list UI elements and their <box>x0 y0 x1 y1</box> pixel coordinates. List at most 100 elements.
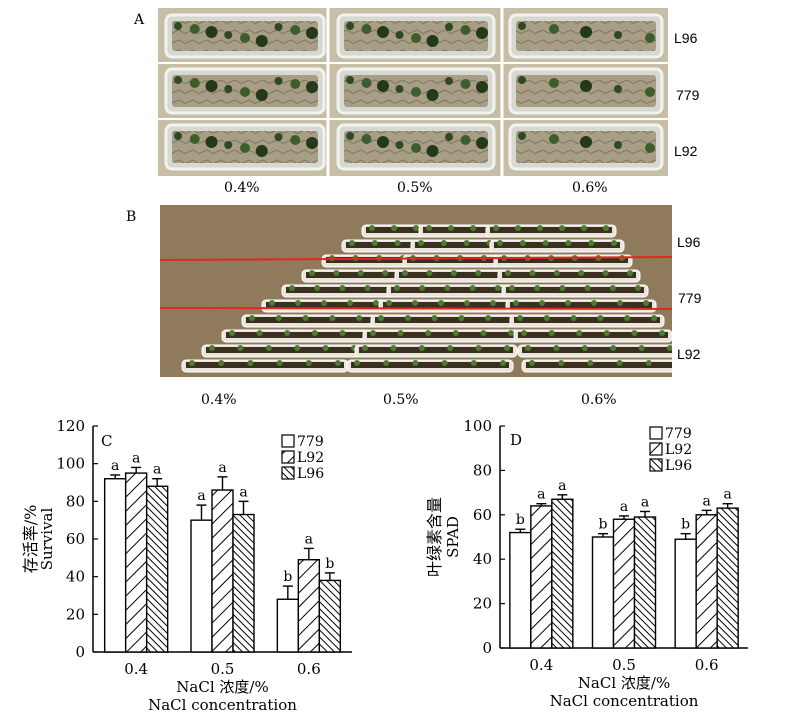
field-seedling <box>247 360 254 366</box>
field-seedling <box>617 300 623 306</box>
seedling <box>426 35 439 47</box>
seedling <box>306 137 318 149</box>
bar <box>509 531 532 649</box>
field-seedling <box>475 345 482 351</box>
panel-b-divider-line-2 <box>160 307 672 310</box>
bar <box>633 516 657 649</box>
significance-letter: a <box>218 460 226 476</box>
field-tray-soil <box>518 332 668 338</box>
field-seedling <box>249 315 255 321</box>
panel-a-photo <box>158 8 668 176</box>
field-seedling <box>391 225 397 231</box>
panel-b-conc-3: 0.6% <box>581 392 617 408</box>
field-tray-soil <box>246 317 392 323</box>
y-axis-label-en: Survival <box>38 508 56 571</box>
field-seedling <box>651 315 657 321</box>
field-tray-soil <box>346 242 472 248</box>
panel-a-conc-3: 0.6% <box>572 180 608 196</box>
field-tray-soil <box>506 287 644 293</box>
field-seedling <box>356 315 363 321</box>
panel-a-conc-1: 0.4% <box>224 180 260 196</box>
field-tray-soil <box>522 347 672 353</box>
legend-label: L92 <box>665 442 692 458</box>
seedling <box>255 89 268 101</box>
field-seedling <box>529 360 535 366</box>
field-seedling <box>480 330 487 336</box>
significance-letter: a <box>723 487 731 503</box>
field-seedling <box>559 285 566 291</box>
seedling <box>614 31 622 39</box>
field-seedling <box>565 240 572 246</box>
field-seedling <box>490 300 496 306</box>
field-seedling <box>525 345 531 351</box>
field-tray-soil <box>206 347 360 353</box>
seedling <box>460 135 471 145</box>
field-seedling <box>450 270 457 276</box>
seedling <box>240 87 250 97</box>
panel-a-photo-drawing <box>158 8 668 176</box>
bar <box>190 519 213 653</box>
field-seedling <box>335 360 341 366</box>
field-seedling <box>470 225 476 231</box>
y-tick-label: 60 <box>473 506 492 524</box>
field-seedling <box>314 285 321 291</box>
field-seedling <box>218 360 225 366</box>
seedling <box>445 77 453 85</box>
field-tray-soil <box>351 362 509 368</box>
y-axis-label-cn: 叶绿素含量 <box>425 497 444 577</box>
panel-a-letter: A <box>134 12 145 28</box>
panel-b-conc-2: 0.5% <box>383 392 419 408</box>
field-tray-soil <box>423 227 545 233</box>
panel-b-row-label-3: L92 <box>677 346 701 362</box>
significance-letter: a <box>111 458 119 474</box>
field-tray-soil <box>306 272 440 278</box>
legend-label: L96 <box>297 466 324 482</box>
y-tick-label: 60 <box>66 530 85 548</box>
seedling <box>645 87 655 97</box>
field-seedling <box>412 300 418 306</box>
significance-letter: a <box>641 494 649 510</box>
bar <box>551 498 574 649</box>
panel-b-divider-line-1 <box>160 256 672 261</box>
panel-b-photo <box>160 205 672 377</box>
field-seedling <box>513 300 519 306</box>
seedling <box>460 25 471 35</box>
field-seedling <box>548 330 555 336</box>
field-seedling <box>519 240 526 246</box>
seedling <box>518 22 526 30</box>
seedling <box>549 78 559 88</box>
field-seedling <box>295 300 301 306</box>
field-tray-soil <box>510 302 652 308</box>
panel-a-row-label-3: L92 <box>674 143 698 159</box>
field-seedling <box>438 300 444 306</box>
field-tray-soil <box>186 362 344 368</box>
field-seedling <box>591 300 597 306</box>
seedling <box>518 76 526 84</box>
seedling <box>274 133 283 141</box>
field-seedling <box>402 270 408 276</box>
panel-b-row-label-2: 779 <box>678 290 702 306</box>
significance-letter: a <box>132 450 140 466</box>
field-seedling <box>635 285 641 291</box>
seedling <box>411 33 421 43</box>
bar <box>297 559 321 653</box>
seedling <box>240 33 250 43</box>
legend-swatch <box>649 458 663 472</box>
field-seedling <box>339 330 346 336</box>
x-tick-label: 0.4 <box>529 656 553 674</box>
field-tray-soil <box>326 257 456 263</box>
panel-letter: D <box>510 431 522 449</box>
seedling <box>224 31 233 39</box>
bar <box>695 514 718 649</box>
field-seedling <box>426 225 432 231</box>
field-seedling <box>529 270 536 276</box>
y-tick-label: 0 <box>75 643 85 661</box>
field-seedling <box>404 315 411 321</box>
field-tray-soil <box>407 257 537 263</box>
field-seedling <box>378 315 384 321</box>
y-tick-label: 80 <box>473 461 492 479</box>
field-seedling <box>517 315 523 321</box>
y-tick-label: 40 <box>473 550 492 568</box>
field-tray-soil <box>359 347 513 353</box>
seedling <box>224 85 233 93</box>
